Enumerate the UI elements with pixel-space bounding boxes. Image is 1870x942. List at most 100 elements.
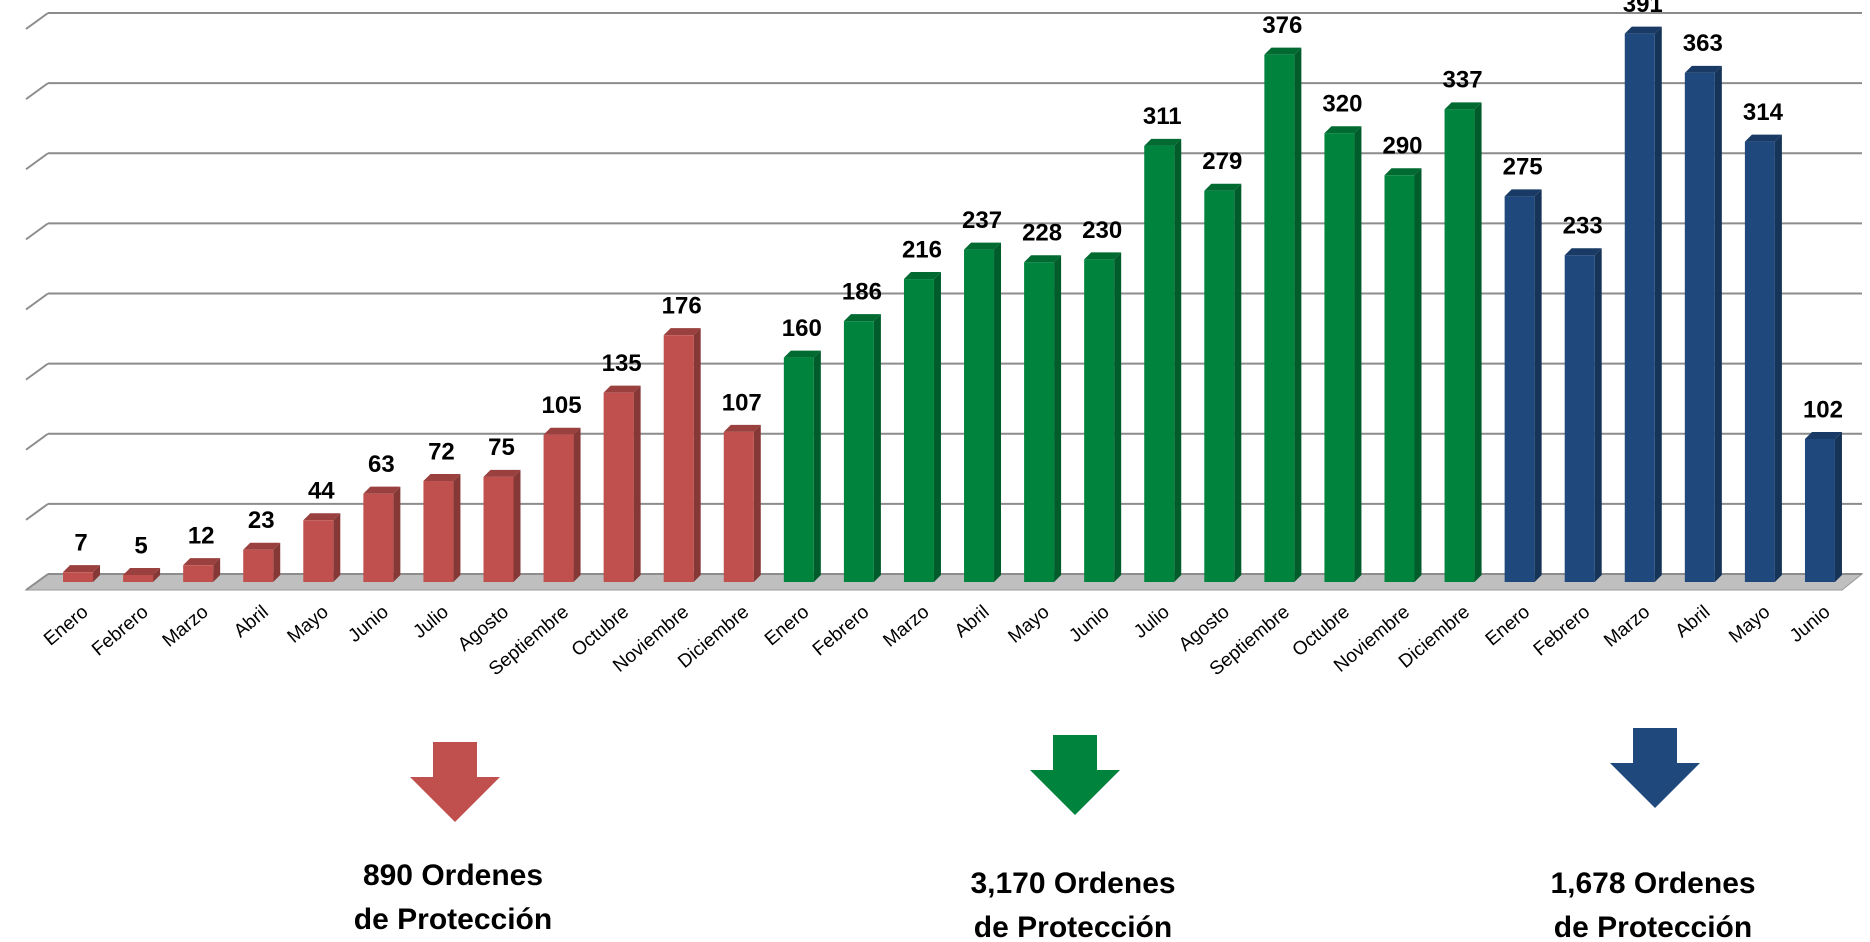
x-tick-label: Julio — [1130, 602, 1173, 643]
x-tick-label: Junio — [345, 602, 393, 647]
bar-side — [153, 567, 161, 582]
bar — [1084, 259, 1115, 582]
value-label: 275 — [1503, 154, 1543, 181]
bar-top — [1024, 255, 1062, 263]
bar-top — [243, 542, 281, 550]
value-label: 233 — [1563, 213, 1603, 240]
value-label: 337 — [1443, 67, 1483, 94]
grid-line-edge — [25, 503, 49, 521]
x-tick-label: Febrero — [1530, 602, 1594, 661]
bar — [1804, 438, 1835, 582]
bar-top — [1624, 26, 1662, 34]
x-tick-label: Mayo — [1725, 602, 1774, 648]
grid-line-edge — [25, 82, 49, 100]
bar — [423, 481, 454, 582]
value-label: 237 — [962, 207, 1002, 234]
value-label: 12 — [188, 523, 215, 550]
bar-top — [63, 565, 101, 573]
bar-top — [1144, 138, 1182, 146]
bar-top — [303, 513, 341, 521]
arrow — [410, 742, 500, 822]
x-tick-label: Junio — [1786, 602, 1834, 647]
bar-side — [1774, 134, 1782, 583]
arrow — [1030, 735, 1120, 815]
x-tick-label: Marzo — [159, 602, 213, 652]
bar-side — [1594, 248, 1602, 582]
bar — [1504, 196, 1535, 582]
x-tick-label: Abril — [1672, 602, 1715, 643]
bar-top — [964, 242, 1002, 250]
bar — [783, 357, 814, 582]
value-label: 376 — [1262, 12, 1302, 39]
bar — [1684, 72, 1715, 582]
bar-side — [93, 565, 101, 582]
value-label: 230 — [1082, 217, 1122, 244]
bar-side — [573, 427, 581, 582]
bar-side — [1654, 26, 1662, 583]
bar-side — [933, 272, 941, 582]
bar-top — [1324, 126, 1362, 134]
bar-side — [813, 350, 821, 582]
bar-top — [183, 558, 221, 566]
value-label: 23 — [248, 507, 275, 534]
bar-top — [1564, 248, 1602, 256]
value-label: 5 — [134, 532, 147, 559]
bar-side — [1414, 168, 1422, 582]
grid-line-edge — [25, 12, 49, 30]
grid-line-edge — [25, 362, 49, 381]
x-tick-label: Junio — [1065, 602, 1113, 647]
x-tick-label: Mayo — [284, 602, 333, 648]
value-label: 311 — [1143, 103, 1182, 130]
bar-top — [1504, 189, 1542, 197]
bar-side — [1714, 65, 1722, 582]
bar — [303, 520, 334, 582]
x-tick-label: Julio — [409, 602, 452, 643]
grid-line-edge — [25, 152, 49, 171]
bar-top — [483, 469, 521, 477]
value-label: 63 — [368, 451, 395, 478]
value-label: 279 — [1202, 148, 1242, 175]
value-label: 320 — [1322, 91, 1362, 118]
bar — [1264, 54, 1295, 583]
bar — [843, 321, 874, 582]
bar-side — [994, 242, 1002, 583]
bar — [1624, 33, 1655, 583]
bar — [183, 565, 214, 582]
grid-line-edge — [25, 432, 49, 451]
bar-top — [1264, 47, 1302, 55]
annotation: 3,170 Ordenes — [970, 867, 1175, 900]
bar — [543, 434, 574, 582]
arrow — [1610, 728, 1700, 808]
x-tick-label: Marzo — [879, 602, 933, 652]
bar — [903, 279, 934, 582]
value-label: 72 — [428, 438, 455, 465]
x-tick-label: Enero — [1482, 602, 1534, 651]
bar-side — [1054, 255, 1062, 583]
grid-line-edge — [25, 292, 49, 311]
bar-top — [903, 272, 941, 280]
bar-side — [1174, 138, 1182, 582]
x-tick-label: Febrero — [809, 602, 873, 661]
value-label: 75 — [488, 434, 515, 461]
value-label: 176 — [662, 293, 702, 320]
bar-side — [693, 328, 701, 582]
value-label: 107 — [722, 389, 762, 416]
bar-side — [453, 474, 461, 582]
value-label: 102 — [1803, 396, 1843, 423]
bar-side — [753, 424, 761, 582]
bar-top — [1084, 252, 1122, 260]
bar-top — [1384, 168, 1422, 176]
bar — [1384, 175, 1415, 582]
bar — [243, 549, 274, 582]
value-label: 7 — [74, 530, 87, 557]
x-tick-label: Enero — [40, 602, 92, 651]
bar-top — [1444, 102, 1482, 110]
bar-side — [393, 486, 401, 582]
bar-side — [1234, 183, 1242, 582]
bar — [1744, 141, 1775, 583]
bar-side — [1534, 189, 1542, 582]
bar-top — [363, 486, 401, 494]
value-label: 391 — [1623, 0, 1663, 18]
bar-top — [1804, 431, 1842, 439]
bar — [603, 392, 634, 582]
